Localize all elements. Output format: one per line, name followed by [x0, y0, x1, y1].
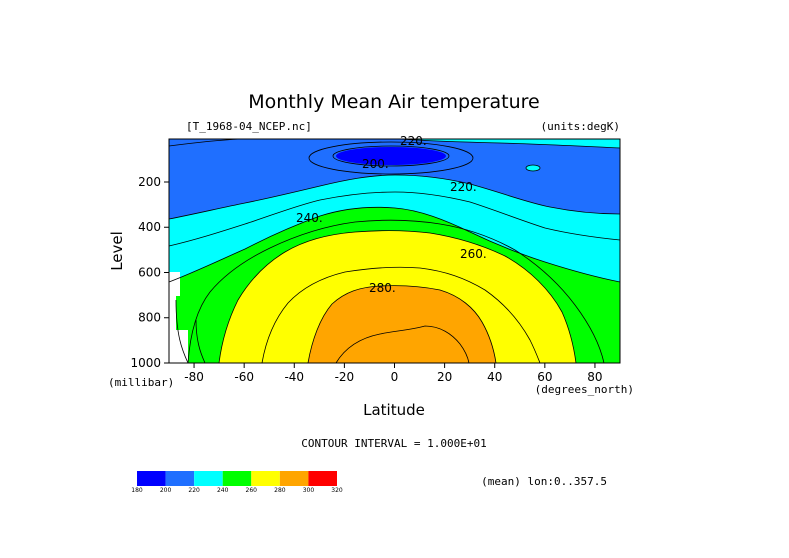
x-axis: -80 -60 -40 -20 0 20 40 60 80 [184, 363, 603, 384]
contour-line [218, 230, 577, 364]
colorbar-swatch [137, 471, 166, 486]
colorbar-label: 240 [217, 487, 229, 494]
y-units-label: (millibar) [108, 376, 174, 389]
colorbar: 180 200 220 240 260 280 300 320 [131, 471, 343, 494]
chart-title: Monthly Mean Air temperature [248, 91, 539, 113]
x-axis-title: Latitude [363, 401, 425, 419]
colorbar-swatch [308, 471, 337, 486]
cyan-top-strip [400, 139, 620, 148]
x-tick-label: 80 [587, 370, 602, 384]
contour-line [307, 285, 497, 364]
contour-label-280: 280. [369, 281, 396, 295]
mean-note: (mean) lon:0..357.5 [481, 475, 607, 488]
band-200-220 [169, 139, 620, 219]
y-tick-label: 800 [138, 311, 161, 325]
dataset-label: [T_1968-04_NCEP.nc] [186, 120, 312, 133]
x-tick-label: -20 [335, 370, 355, 384]
x-tick-label: -80 [184, 370, 204, 384]
colorbar-swatch [165, 471, 195, 486]
contour-line [261, 266, 541, 364]
x-tick-label: 0 [391, 370, 399, 384]
contour-label-200: 200. [362, 157, 389, 171]
colorbar-swatch [279, 471, 309, 486]
y-tick-label: 600 [138, 265, 161, 279]
y-tick-label: 1000 [130, 356, 161, 370]
contour-line [168, 191, 621, 247]
colorbar-label: 220 [188, 487, 200, 494]
y-tick-label: 200 [138, 175, 161, 189]
x-tick-label: 20 [437, 370, 452, 384]
colorbar-label: 300 [303, 487, 315, 494]
contour-line [168, 206, 621, 283]
colorbar-swatch [222, 471, 252, 486]
units-label: (units:degK) [541, 120, 620, 133]
contour-line [525, 164, 541, 172]
plot-area: 220. 200. 220. 240. 260. 280. [168, 134, 621, 364]
contour-line [335, 325, 470, 364]
x-tick-label: -40 [284, 370, 304, 384]
contour-line [308, 141, 474, 175]
contour-line [175, 299, 189, 364]
colorbar-swatch [251, 471, 280, 486]
contour-line [195, 319, 206, 364]
y-axis: 200 400 600 800 1000 [130, 175, 169, 370]
y-tick-label: 400 [138, 220, 161, 234]
contour-label-240: 240. [296, 211, 323, 225]
x-tick-label: 60 [537, 370, 552, 384]
colorbar-swatch [194, 471, 223, 486]
contour-line [332, 145, 450, 167]
colorbar-label: 180 [131, 487, 143, 494]
contour-label-220: 220. [450, 180, 477, 194]
band-190-200 [336, 147, 446, 165]
colorbar-label: 280 [274, 487, 286, 494]
cyan-patch [526, 165, 540, 171]
colorbar-label: 260 [246, 487, 258, 494]
contour-line [399, 138, 621, 149]
x-tick-label: 40 [487, 370, 502, 384]
x-units-label: (degrees_north) [535, 383, 634, 396]
contour-labels: 220. 200. 220. 240. 260. 280. [296, 134, 487, 295]
contour-label-260: 260. [460, 247, 487, 261]
contour-interval: CONTOUR INTERVAL = 1.000E+01 [301, 437, 486, 450]
y-axis-title: Level [108, 231, 126, 271]
contour-line [168, 174, 621, 220]
missing-data [169, 272, 188, 363]
colorbar-label: 200 [160, 487, 172, 494]
contour-label-top: 220. [400, 134, 427, 148]
x-tick-label: -60 [234, 370, 254, 384]
colorbar-label: 320 [331, 487, 343, 494]
contour-line [187, 219, 605, 364]
